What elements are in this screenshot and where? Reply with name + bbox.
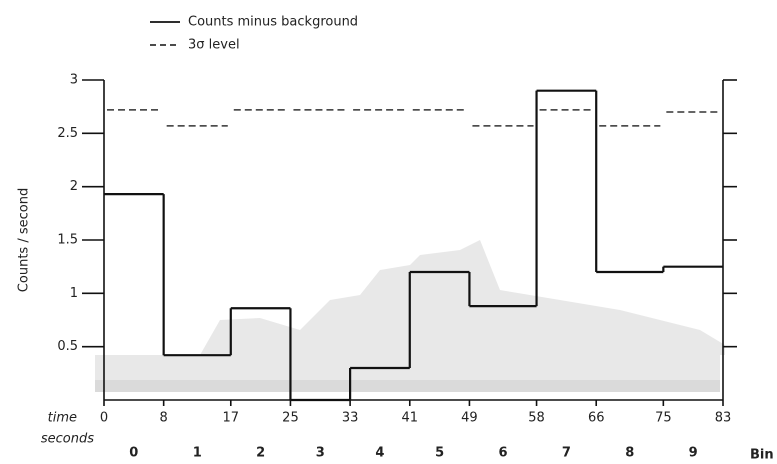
bin-number: 7 (562, 446, 571, 461)
y-tick-label: 3 (70, 73, 78, 88)
x-tick-label: 75 (655, 411, 672, 426)
x-axis-label: time (48, 411, 77, 426)
x-tick-label: 17 (223, 411, 240, 426)
bin-number: 8 (625, 446, 634, 461)
y-tick-label: 2 (70, 179, 78, 194)
x-tick-label: 0 (100, 411, 108, 426)
y-tick-label: 1 (70, 286, 78, 301)
x-tick-label: 49 (461, 411, 478, 426)
x-tick-label: 33 (342, 411, 359, 426)
bin-number: 1 (193, 446, 202, 461)
x-tick-label: 58 (528, 411, 545, 426)
y-tick-label: 2.5 (57, 126, 78, 141)
legend-label: 3σ level (188, 38, 240, 53)
y-tick-label: 0.5 (57, 339, 78, 354)
bin-number: 3 (316, 446, 325, 461)
x-axis-label: seconds (41, 432, 94, 447)
bin-number: 9 (689, 446, 698, 461)
bin-number: 0 (129, 446, 138, 461)
y-axis-label: Counts / second (17, 188, 32, 292)
x-tick-label: 83 (715, 411, 732, 426)
x-tick-label: 66 (588, 411, 605, 426)
legend-label: Counts minus background (188, 15, 358, 30)
bin-number: 5 (435, 446, 444, 461)
chart: Counts / second time seconds Bin 0.5 1 1.5… (0, 0, 777, 464)
bin-number: 2 (256, 446, 265, 461)
x-tick-label: 25 (282, 411, 299, 426)
bin-number: 4 (375, 446, 384, 461)
y-tick-label: 1.5 (57, 233, 78, 248)
bin-label: Bin (750, 448, 774, 463)
x-tick-label: 41 (401, 411, 418, 426)
x-tick-label: 8 (160, 411, 168, 426)
bin-number: 6 (498, 446, 507, 461)
